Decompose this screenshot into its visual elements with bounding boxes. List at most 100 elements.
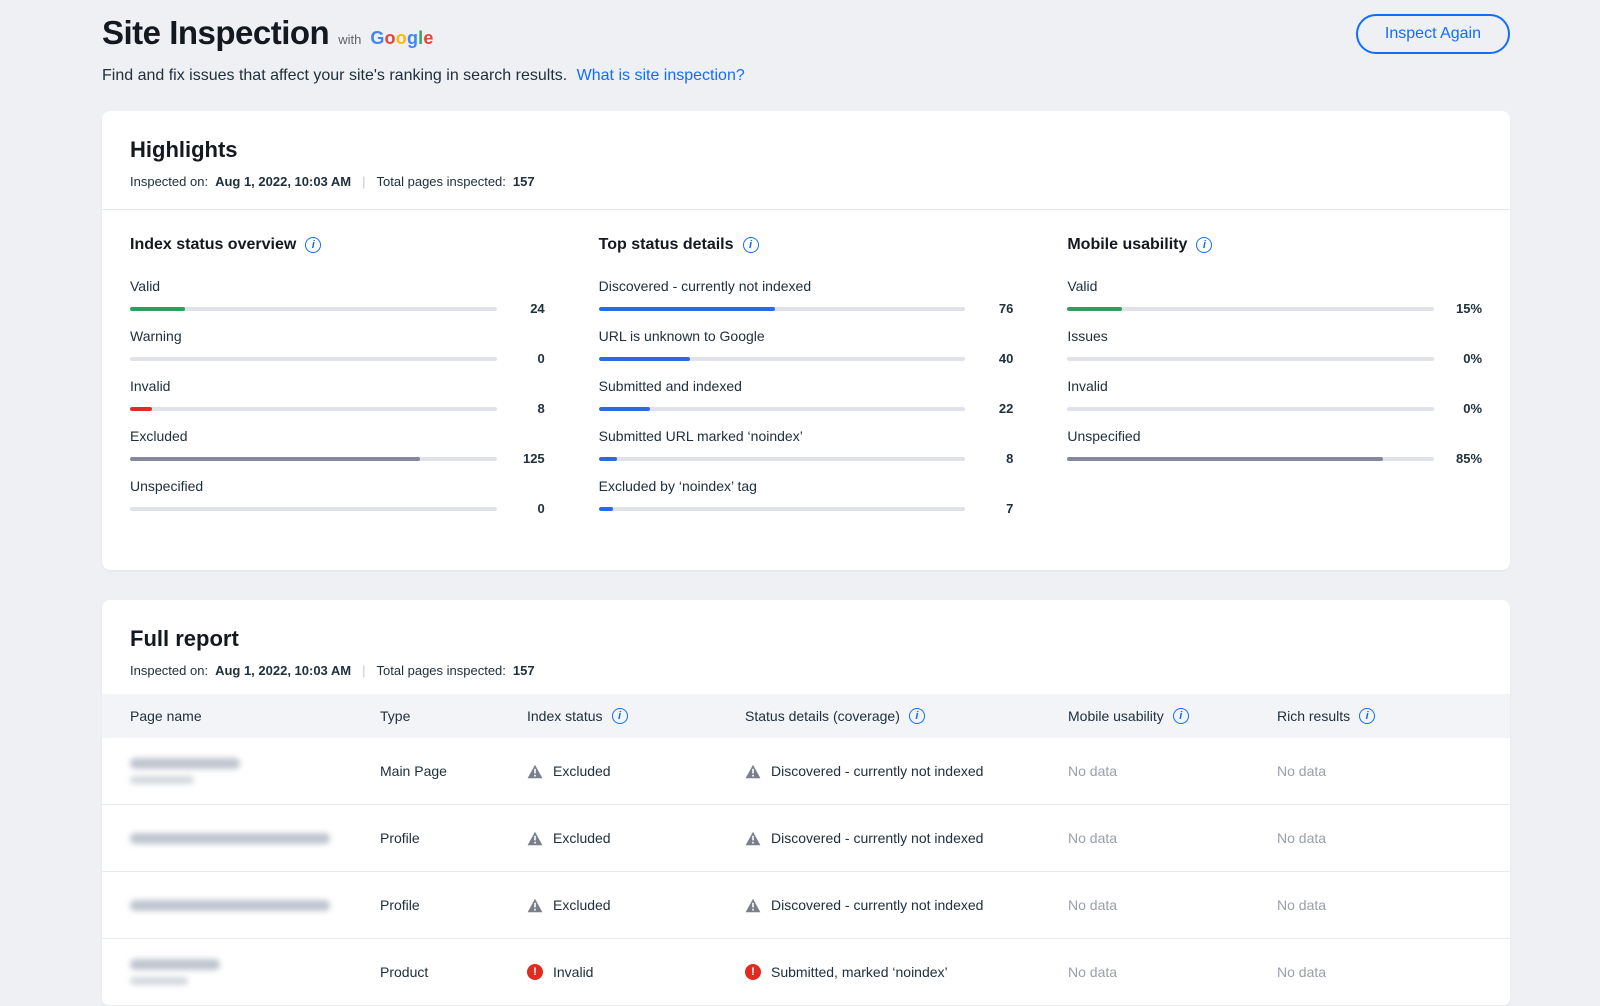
status-details-cell: Discovered - currently not indexed xyxy=(745,763,1068,779)
metric-label: Discovered - currently not indexed xyxy=(598,278,812,294)
table-header-label: Index status xyxy=(527,708,603,724)
metric-bar-track xyxy=(130,306,497,311)
highlight-column-title: Top status details i xyxy=(599,236,1014,254)
metric-bar-track xyxy=(130,456,497,461)
table-row[interactable]: Main Page Excluded Discovered - currently … xyxy=(102,738,1510,805)
index-status-label: Excluded xyxy=(553,763,611,779)
metric-bar-row: 15% xyxy=(1067,301,1482,316)
info-icon[interactable]: i xyxy=(611,708,628,724)
full-report-title: Full report xyxy=(130,626,239,651)
metric-value: 0 xyxy=(537,351,545,366)
rich-results-cell: No data xyxy=(1277,964,1327,980)
subtitle-text: Find and fix issues that affect your sit… xyxy=(102,67,568,84)
metric-bar-track xyxy=(1067,406,1435,411)
metric: Issues 0% xyxy=(1067,328,1482,366)
warning-icon xyxy=(745,764,761,779)
metric-bar-track xyxy=(1067,456,1435,461)
metric: Submitted URL marked ‘noindex’ 8 xyxy=(598,428,1013,466)
metric-label: Valid xyxy=(130,278,161,294)
metric-bar-row: 0% xyxy=(1067,401,1482,416)
google-logo-letter: o xyxy=(395,28,407,48)
metric-bar-track xyxy=(598,306,966,311)
highlight-column: Index status overview i Valid 24 Warning 0 Inv… xyxy=(130,236,545,528)
metric-bar-fill xyxy=(598,356,691,361)
metric-bar-track xyxy=(130,506,497,511)
metric: Warning 0 xyxy=(130,328,545,366)
what-is-site-inspection-link[interactable]: What is site inspection? xyxy=(576,67,745,84)
page-type-cell: Profile xyxy=(380,897,420,913)
info-icon[interactable]: i xyxy=(1196,237,1213,253)
metric-bar-row: 85% xyxy=(1067,451,1482,466)
table-row[interactable]: Profile Excluded Discovered - currently no… xyxy=(102,805,1510,872)
metric-value: 85% xyxy=(1455,451,1483,466)
page-name-cell xyxy=(130,959,380,985)
highlights-title: Highlights xyxy=(130,137,238,162)
page-type-cell: Main Page xyxy=(380,763,447,779)
redacted-page-name xyxy=(130,832,330,844)
google-logo-letter: G xyxy=(370,28,385,48)
metric-label: Excluded by ‘noindex’ tag xyxy=(598,478,757,494)
metric-bar-fill xyxy=(598,506,614,511)
metric-label: Valid xyxy=(1067,278,1098,294)
report-table: Page name Type Index status i Status details… xyxy=(102,694,1510,1006)
inspect-again-button[interactable]: Inspect Again xyxy=(1355,14,1510,54)
metric: Unspecified 85% xyxy=(1067,428,1482,466)
metric-value: 0 xyxy=(537,501,545,516)
table-header-label: Type xyxy=(380,708,411,724)
table-header-label: Mobile usability xyxy=(1068,708,1164,724)
google-logo-letter: g xyxy=(406,28,419,48)
metric-bar-row: 125 xyxy=(130,451,545,466)
info-icon[interactable]: i xyxy=(908,708,925,724)
metric-bar-row: 24 xyxy=(130,301,545,316)
google-logo: Google xyxy=(370,28,433,49)
highlight-column: Top status details i Discovered - currentl… xyxy=(598,236,1014,528)
highlights-card: Highlights Inspected on: Aug 1, 2022, 10… xyxy=(102,111,1510,570)
metric-bar-row: 8 xyxy=(598,451,1013,466)
table-header-cell: Index status i xyxy=(527,708,745,724)
metric-label: Unspecified xyxy=(130,478,204,494)
info-icon[interactable]: i xyxy=(305,237,322,253)
mobile-usability-cell: No data xyxy=(1068,830,1118,846)
highlights-columns: Index status overview i Valid 24 Warning 0 Inv… xyxy=(102,210,1510,570)
metric-label: Warning xyxy=(130,328,182,344)
mobile-usability-cell: No data xyxy=(1068,964,1118,980)
status-details-cell: Discovered - currently not indexed xyxy=(745,830,1068,846)
metric-bar-track xyxy=(598,506,966,511)
metric-label: Invalid xyxy=(130,378,171,394)
with-label: with xyxy=(338,32,362,47)
inspected-on-label: Inspected on: xyxy=(130,174,209,189)
metric-value: 7 xyxy=(1006,501,1014,516)
metric: Unspecified 0 xyxy=(130,478,545,516)
metric: Valid 24 xyxy=(130,278,545,316)
metric-value: 15% xyxy=(1455,301,1483,316)
metric: Discovered - currently not indexed 76 xyxy=(598,278,1013,316)
metric-value: 22 xyxy=(998,401,1014,416)
metric-label: Unspecified xyxy=(1067,428,1141,444)
index-status-label: Invalid xyxy=(553,964,594,980)
page-title: Site Inspection xyxy=(102,14,330,51)
metric-label: Excluded xyxy=(130,428,188,444)
google-logo-letter: l xyxy=(418,28,424,48)
info-icon[interactable]: i xyxy=(1172,708,1189,724)
table-header-label: Rich results xyxy=(1277,708,1351,724)
highlight-column-title: Index status overview i xyxy=(130,236,545,254)
info-icon[interactable]: i xyxy=(742,237,759,253)
meta-divider: | xyxy=(362,663,366,678)
full-report-card: Full report Inspected on: Aug 1, 2022, 1… xyxy=(102,600,1510,1006)
warning-icon xyxy=(527,831,543,846)
metric-bar-row: 0 xyxy=(130,501,545,516)
status-details-cell: Discovered - currently not indexed xyxy=(745,897,1068,913)
info-icon[interactable]: i xyxy=(1359,708,1376,724)
metric-bar-track xyxy=(130,406,497,411)
table-row[interactable]: Product! Invalid! Submitted, marked ‘noind… xyxy=(102,939,1510,1006)
page-type-cell: Product xyxy=(380,964,429,980)
table-header-label: Page name xyxy=(130,708,202,724)
metric-bar-row: 0 xyxy=(130,351,545,366)
metric-value: 125 xyxy=(522,451,545,466)
table-row[interactable]: Profile Excluded Discovered - currently no… xyxy=(102,872,1510,939)
metric-bar-fill xyxy=(130,306,185,311)
metric-bar-fill xyxy=(1067,306,1123,311)
status-details-label: Submitted, marked ‘noindex’ xyxy=(771,964,948,980)
page-name-cell xyxy=(130,832,380,844)
